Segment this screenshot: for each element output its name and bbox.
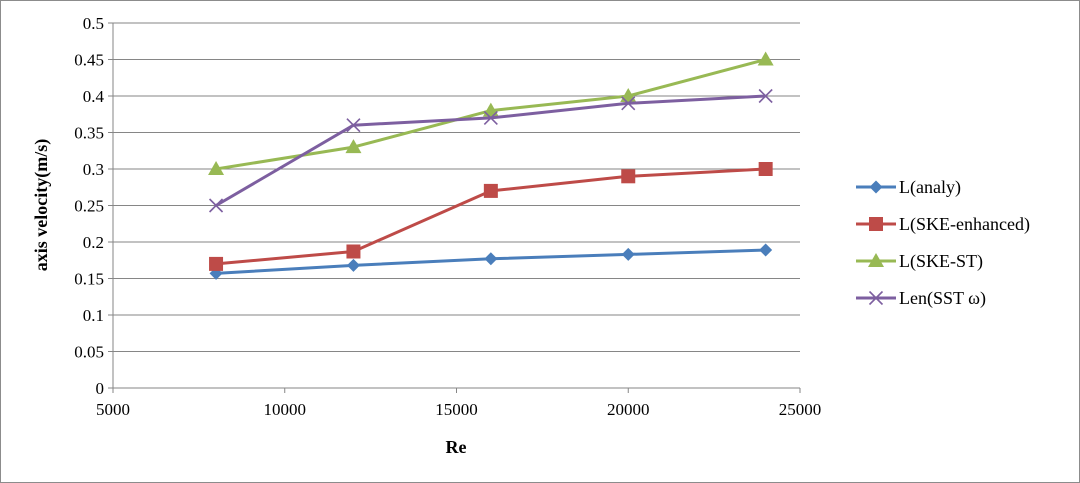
data-point	[757, 51, 774, 66]
x-tick-label: 15000	[435, 400, 478, 419]
legend-label: L(SKE-ST)	[899, 251, 983, 272]
legend-label: L(SKE-enhanced)	[899, 214, 1030, 235]
series-4	[208, 88, 773, 213]
x-tick-label: 20000	[607, 400, 650, 419]
data-point	[621, 169, 636, 184]
legend-marker	[868, 253, 884, 267]
y-tick-label: 0.3	[83, 160, 104, 179]
y-axis-title: axis velocity(m/s)	[31, 139, 52, 271]
y-tick-label: 0.2	[83, 233, 104, 252]
y-tick-label: 0.25	[74, 197, 104, 216]
series-line	[215, 167, 766, 266]
y-tick-label: 0.5	[83, 14, 104, 33]
y-tick-label: 0.45	[74, 51, 104, 70]
legend-label: Len(SST ω)	[899, 288, 986, 309]
legend-item: L(SKE-enhanced)	[856, 214, 1030, 235]
data-point	[346, 118, 361, 133]
x-tick-label: 25000	[779, 400, 822, 419]
x-tick-label: 5000	[96, 400, 130, 419]
data-point	[758, 88, 773, 104]
legend-marker	[869, 180, 883, 194]
gridlines	[113, 22, 800, 352]
data-point	[621, 96, 636, 111]
legend: L(analy) L(SKE-enhanced) L(SKE-ST) Len(SST …	[856, 177, 1030, 309]
y-tick-label: 0	[96, 379, 105, 398]
y-axis-ticks: 0 0.05 0.1 0.15 0.2 0.25 0.3 0.35 0.4 0.45 0.5	[74, 14, 104, 398]
y-tick-label: 0.15	[74, 270, 104, 289]
y-tick-label: 0.05	[74, 343, 104, 362]
y-tick-label: 0.4	[83, 87, 105, 106]
data-point	[621, 247, 635, 261]
data-point	[483, 183, 498, 198]
data-point	[483, 110, 498, 125]
legend-item: Len(SST ω)	[856, 288, 986, 309]
legend-item: L(SKE-ST)	[856, 251, 983, 272]
x-axis-title: Re	[446, 437, 467, 457]
series-1	[209, 243, 773, 280]
legend-label: L(analy)	[899, 177, 961, 198]
data-point	[759, 243, 773, 257]
data-point	[346, 244, 361, 259]
data-point	[346, 258, 360, 272]
series-3	[208, 51, 774, 175]
series-group	[208, 51, 774, 280]
data-point	[208, 161, 225, 175]
legend-item: L(analy)	[856, 177, 961, 198]
legend-marker	[868, 290, 884, 306]
x-axis-ticks: 5000 10000 15000 20000 25000	[96, 400, 821, 419]
data-point	[345, 139, 362, 154]
data-point	[484, 252, 498, 266]
data-point	[209, 256, 224, 271]
legend-marker	[869, 217, 883, 231]
data-point	[758, 162, 773, 176]
series-2	[209, 162, 773, 271]
y-tick-label: 0.1	[83, 306, 104, 325]
x-tick-label: 10000	[264, 400, 307, 419]
axes	[108, 22, 801, 393]
data-point	[208, 198, 224, 213]
y-tick-label: 0.35	[74, 124, 104, 143]
